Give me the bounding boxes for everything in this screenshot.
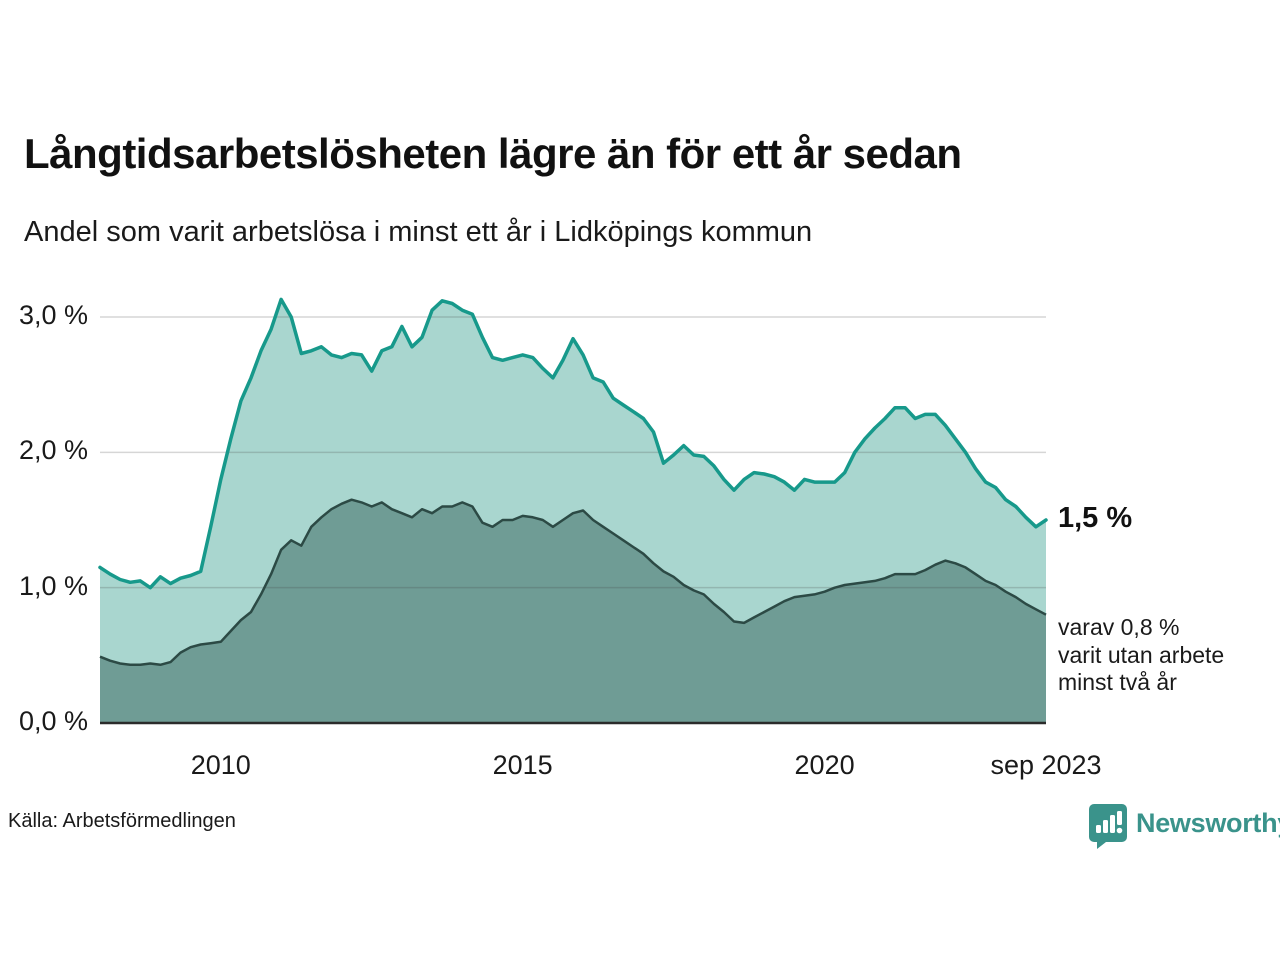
series-line-minst-tva-ar — [99, 498, 1047, 667]
page-title: Långtidsarbetslösheten lägre än för ett … — [24, 130, 962, 177]
y-tick-label-0: 0,0 % — [18, 706, 88, 736]
series-line-minst-ett-ar — [98, 297, 1048, 590]
x-tick-label-sep-2023: sep 2023 — [990, 750, 1102, 780]
brand-logo: Newsworthy — [1088, 803, 1280, 849]
y-tick-label-1: 1,0 % — [18, 570, 88, 601]
annotation-line-1: varav 0,8 % — [1058, 614, 1180, 640]
series-end-value-label: 1,5 % — [1058, 502, 1133, 534]
x-tick-label-2015: 2015 — [492, 750, 553, 780]
x-tick-label-2010: 2010 — [190, 750, 251, 780]
newsworthy-logo-icon — [1089, 804, 1127, 849]
x-tick-label-2020: 2020 — [794, 750, 855, 780]
y-tick-label-2: 2,0 % — [18, 435, 88, 466]
y-tick-label-3: 3,0 % — [18, 300, 88, 330]
annotation-line-2: varit utan arbete — [1058, 641, 1225, 668]
brand-name: Newsworthy — [1136, 808, 1280, 838]
annotation-line-3: minst två år — [1058, 669, 1177, 695]
secondary-series-annotation: varav 0,8 % varit utan arbete minst två … — [1058, 614, 1224, 697]
series-area-minst-tva-ar — [100, 499, 1046, 723]
source-attribution: Källa: Arbetsförmedlingen — [8, 810, 236, 832]
chart-subtitle: Andel som varit arbetslösa i minst ett å… — [24, 216, 813, 248]
